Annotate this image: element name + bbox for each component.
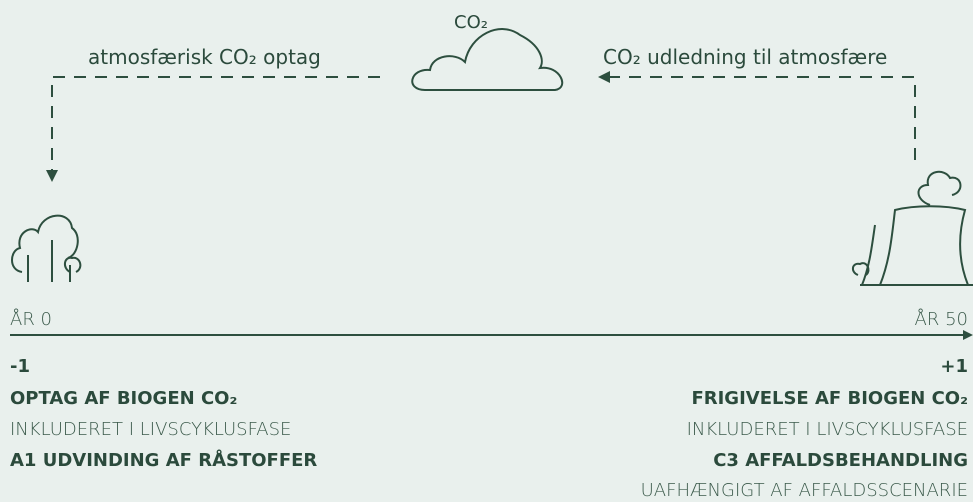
uptake-label: atmosfærisk CO₂ optag: [88, 45, 321, 69]
right-phase: INKLUDERET I LIVSCYKLUSFASE: [687, 419, 968, 440]
factory-icon: [852, 170, 973, 286]
cloud: [411, 28, 564, 91]
arrow-head: [46, 170, 58, 182]
timeline-start: ÅR 0: [10, 308, 52, 330]
cloud-label: CO₂: [454, 12, 488, 33]
uptake-path: [51, 76, 380, 170]
left-phase: INKLUDERET I LIVSCYKLUSFASE: [10, 419, 291, 440]
trees-icon: [11, 214, 82, 282]
arrow-head: [598, 71, 610, 83]
right-heading: FRIGIVELSE AF BIOGEN CO₂: [691, 388, 968, 409]
left-stage: A1 UDVINDING AF RÅSTOFFER: [10, 448, 317, 471]
left-sign: -1: [10, 356, 30, 377]
arrow-head: [963, 330, 973, 340]
emission-label: CO₂ udledning til atmosfære: [603, 45, 887, 69]
timeline-end: ÅR 50: [915, 308, 968, 330]
emission-path: [610, 76, 916, 160]
right-sign: +1: [940, 356, 968, 377]
right-note: UAFHÆNGIGT AF AFFALDSSCENARIE: [641, 480, 968, 501]
right-stage: C3 AFFALDSBEHANDLING: [713, 450, 968, 471]
left-heading: OPTAG AF BIOGEN CO₂: [10, 388, 237, 409]
